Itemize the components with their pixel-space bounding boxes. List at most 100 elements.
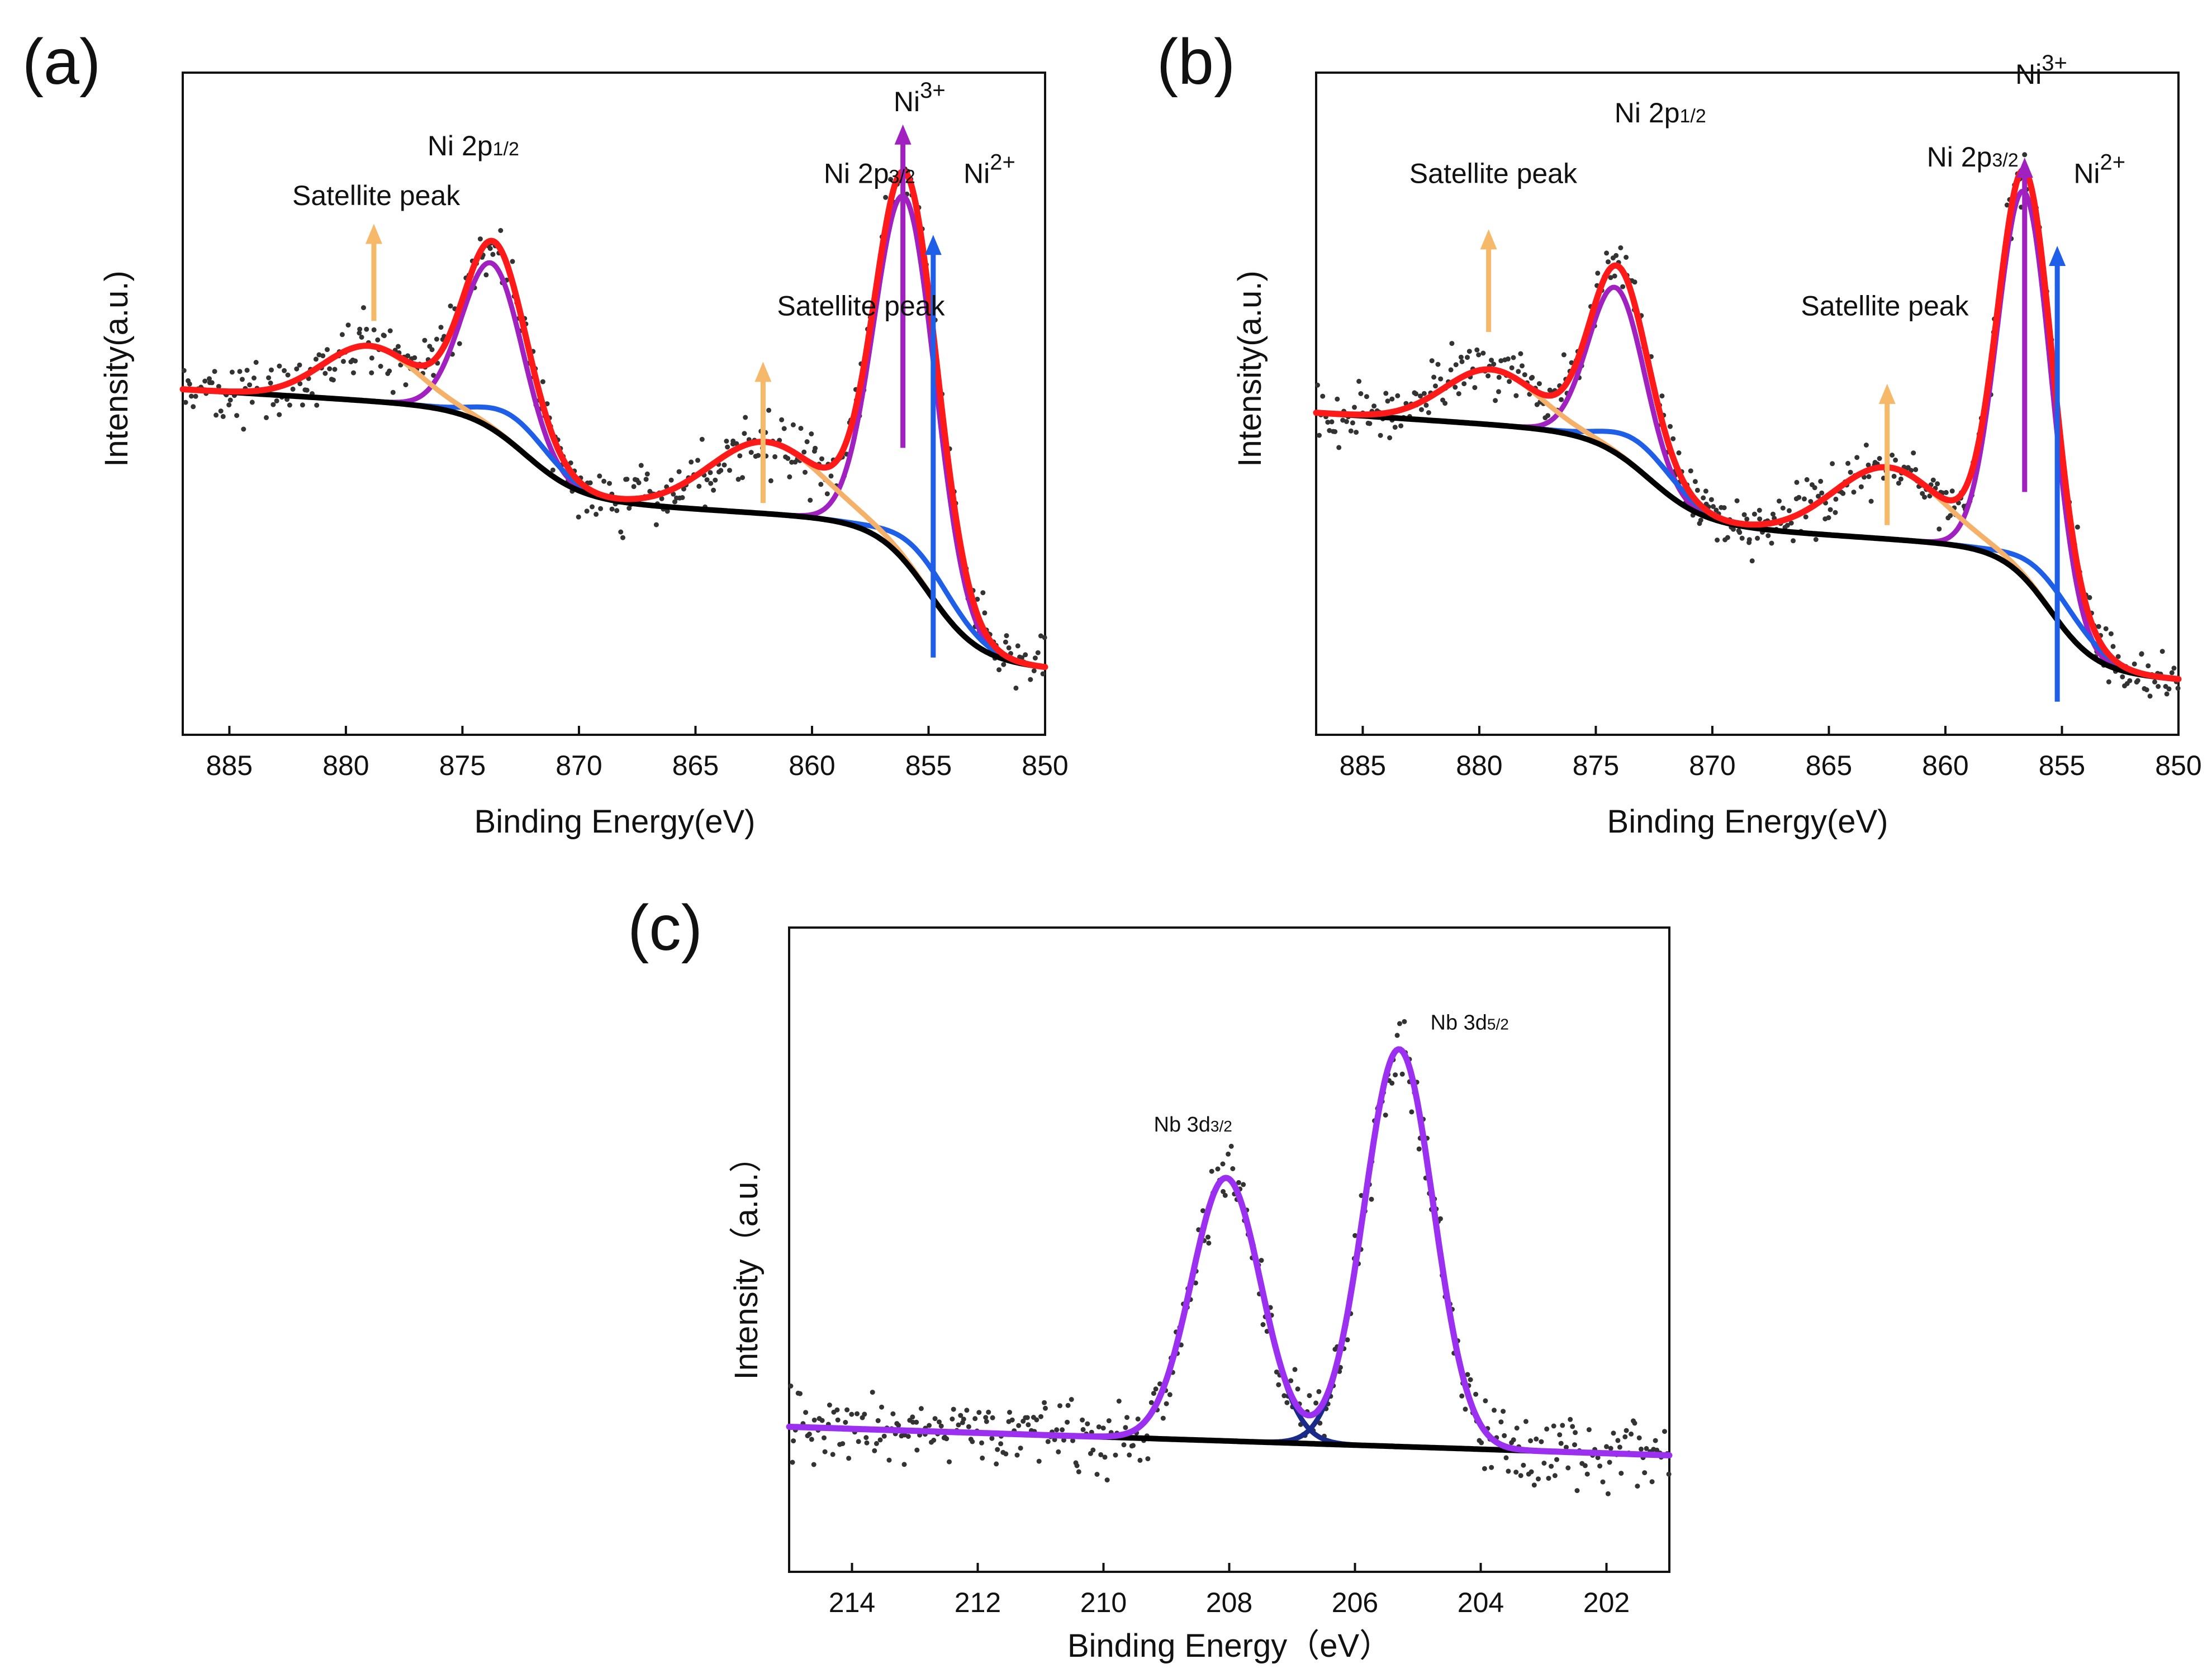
raw-data-point xyxy=(1088,1451,1093,1456)
raw-data-point xyxy=(894,1421,900,1427)
raw-data-point xyxy=(1559,397,1564,402)
raw-data-point xyxy=(1100,1425,1106,1431)
background-line xyxy=(1313,410,2181,682)
raw-data-point xyxy=(1352,405,1357,410)
raw-data-point xyxy=(1911,450,1916,456)
raw-data-point xyxy=(809,431,814,436)
raw-data-point xyxy=(803,1410,809,1415)
raw-data-point xyxy=(956,1422,961,1428)
raw-data-point xyxy=(1038,1414,1043,1419)
raw-data-point xyxy=(1069,1397,1074,1402)
x-tick-label: 870 xyxy=(1689,750,1735,781)
raw-data-point xyxy=(351,370,356,375)
raw-data-point xyxy=(1472,385,1478,391)
raw-data-point xyxy=(1544,1426,1550,1432)
raw-data-point xyxy=(979,1440,984,1446)
raw-data-point xyxy=(226,402,232,408)
raw-data-point xyxy=(1459,1393,1465,1399)
raw-data-point xyxy=(2142,686,2147,691)
raw-data-point xyxy=(631,484,637,489)
raw-data-point xyxy=(1516,369,1521,374)
raw-data-point xyxy=(1597,1463,1603,1469)
raw-data-point xyxy=(1284,1400,1290,1405)
raw-data-point xyxy=(403,382,409,388)
raw-data-point xyxy=(1659,393,1665,399)
raw-data-point xyxy=(1016,1423,1022,1428)
raw-data-point xyxy=(1340,417,1346,423)
raw-data-point xyxy=(1327,428,1332,433)
panel-b-plot-frame xyxy=(1315,72,2180,736)
raw-data-point xyxy=(1818,478,1824,484)
raw-data-point xyxy=(1713,507,1719,513)
raw-data-point xyxy=(980,590,986,596)
raw-data-point xyxy=(1551,1423,1556,1429)
raw-data-point xyxy=(457,341,462,346)
raw-data-point xyxy=(994,1461,999,1467)
raw-data-point xyxy=(2122,683,2127,688)
raw-data-point xyxy=(1145,1456,1151,1462)
raw-data-point xyxy=(1001,662,1007,667)
raw-data-point xyxy=(297,362,302,368)
raw-data-point xyxy=(1043,1405,1048,1411)
raw-data-point xyxy=(1399,1071,1405,1077)
raw-data-point xyxy=(1496,374,1502,380)
raw-data-point xyxy=(357,330,362,336)
raw-data-point xyxy=(809,1437,814,1442)
raw-data-point xyxy=(668,477,674,483)
raw-data-point xyxy=(817,1416,822,1422)
raw-data-point xyxy=(614,508,620,514)
raw-data-point xyxy=(1827,507,1833,512)
raw-data-point xyxy=(1584,1471,1590,1477)
raw-data-point xyxy=(1320,393,1326,399)
raw-data-point xyxy=(1421,391,1427,396)
raw-data-point xyxy=(1206,1240,1212,1246)
raw-data-point xyxy=(975,596,980,602)
raw-data-point xyxy=(1094,1472,1100,1477)
raw-data-point xyxy=(950,1416,955,1422)
raw-data-point xyxy=(1465,355,1470,360)
raw-data-point xyxy=(989,1435,995,1441)
raw-data-point xyxy=(1833,496,1839,502)
raw-data-point xyxy=(1808,499,1814,504)
raw-data-point xyxy=(1315,382,1320,388)
raw-data-point xyxy=(984,1419,989,1424)
raw-data-point xyxy=(1920,491,1925,496)
peak-arrow-sat xyxy=(1480,229,1497,332)
raw-data-points xyxy=(1315,152,2181,699)
raw-data-point xyxy=(1612,273,1617,279)
raw-data-point xyxy=(1485,373,1491,379)
raw-data-point xyxy=(2159,649,2165,654)
raw-data-point xyxy=(277,412,282,417)
raw-data-point xyxy=(711,487,716,493)
raw-data-point xyxy=(207,380,212,386)
raw-data-point xyxy=(1936,526,1942,532)
x-tick-label: 865 xyxy=(672,750,719,781)
raw-data-point xyxy=(1096,1424,1102,1430)
raw-data-point xyxy=(804,439,810,444)
x-tick-label: 202 xyxy=(1583,1587,1630,1618)
raw-data-point xyxy=(907,1418,913,1423)
raw-data-point xyxy=(1106,1418,1112,1424)
raw-data-point xyxy=(1045,1439,1051,1444)
raw-data-point xyxy=(1496,389,1501,394)
raw-data-point xyxy=(781,426,787,431)
panel-b-label: (b) xyxy=(1157,26,1236,98)
raw-data-point xyxy=(1618,1471,1624,1476)
raw-data-point xyxy=(191,404,196,410)
raw-data-point xyxy=(1228,1143,1234,1149)
raw-data-points xyxy=(788,1019,1672,1496)
raw-data-point xyxy=(1329,419,1335,425)
raw-data-point xyxy=(1015,643,1020,649)
raw-data-point xyxy=(1570,1424,1575,1429)
raw-data-point xyxy=(716,469,721,475)
raw-data-point xyxy=(1719,505,1724,510)
raw-data-point xyxy=(1744,516,1750,522)
raw-data-point xyxy=(996,667,1002,673)
x-tick-label: 855 xyxy=(2039,750,2085,781)
raw-data-point xyxy=(783,454,789,460)
raw-data-point xyxy=(890,1411,896,1416)
raw-data-point xyxy=(827,1403,832,1408)
raw-data-point xyxy=(601,478,607,484)
raw-data-point xyxy=(1336,445,1342,450)
raw-data-point xyxy=(1622,1434,1628,1439)
